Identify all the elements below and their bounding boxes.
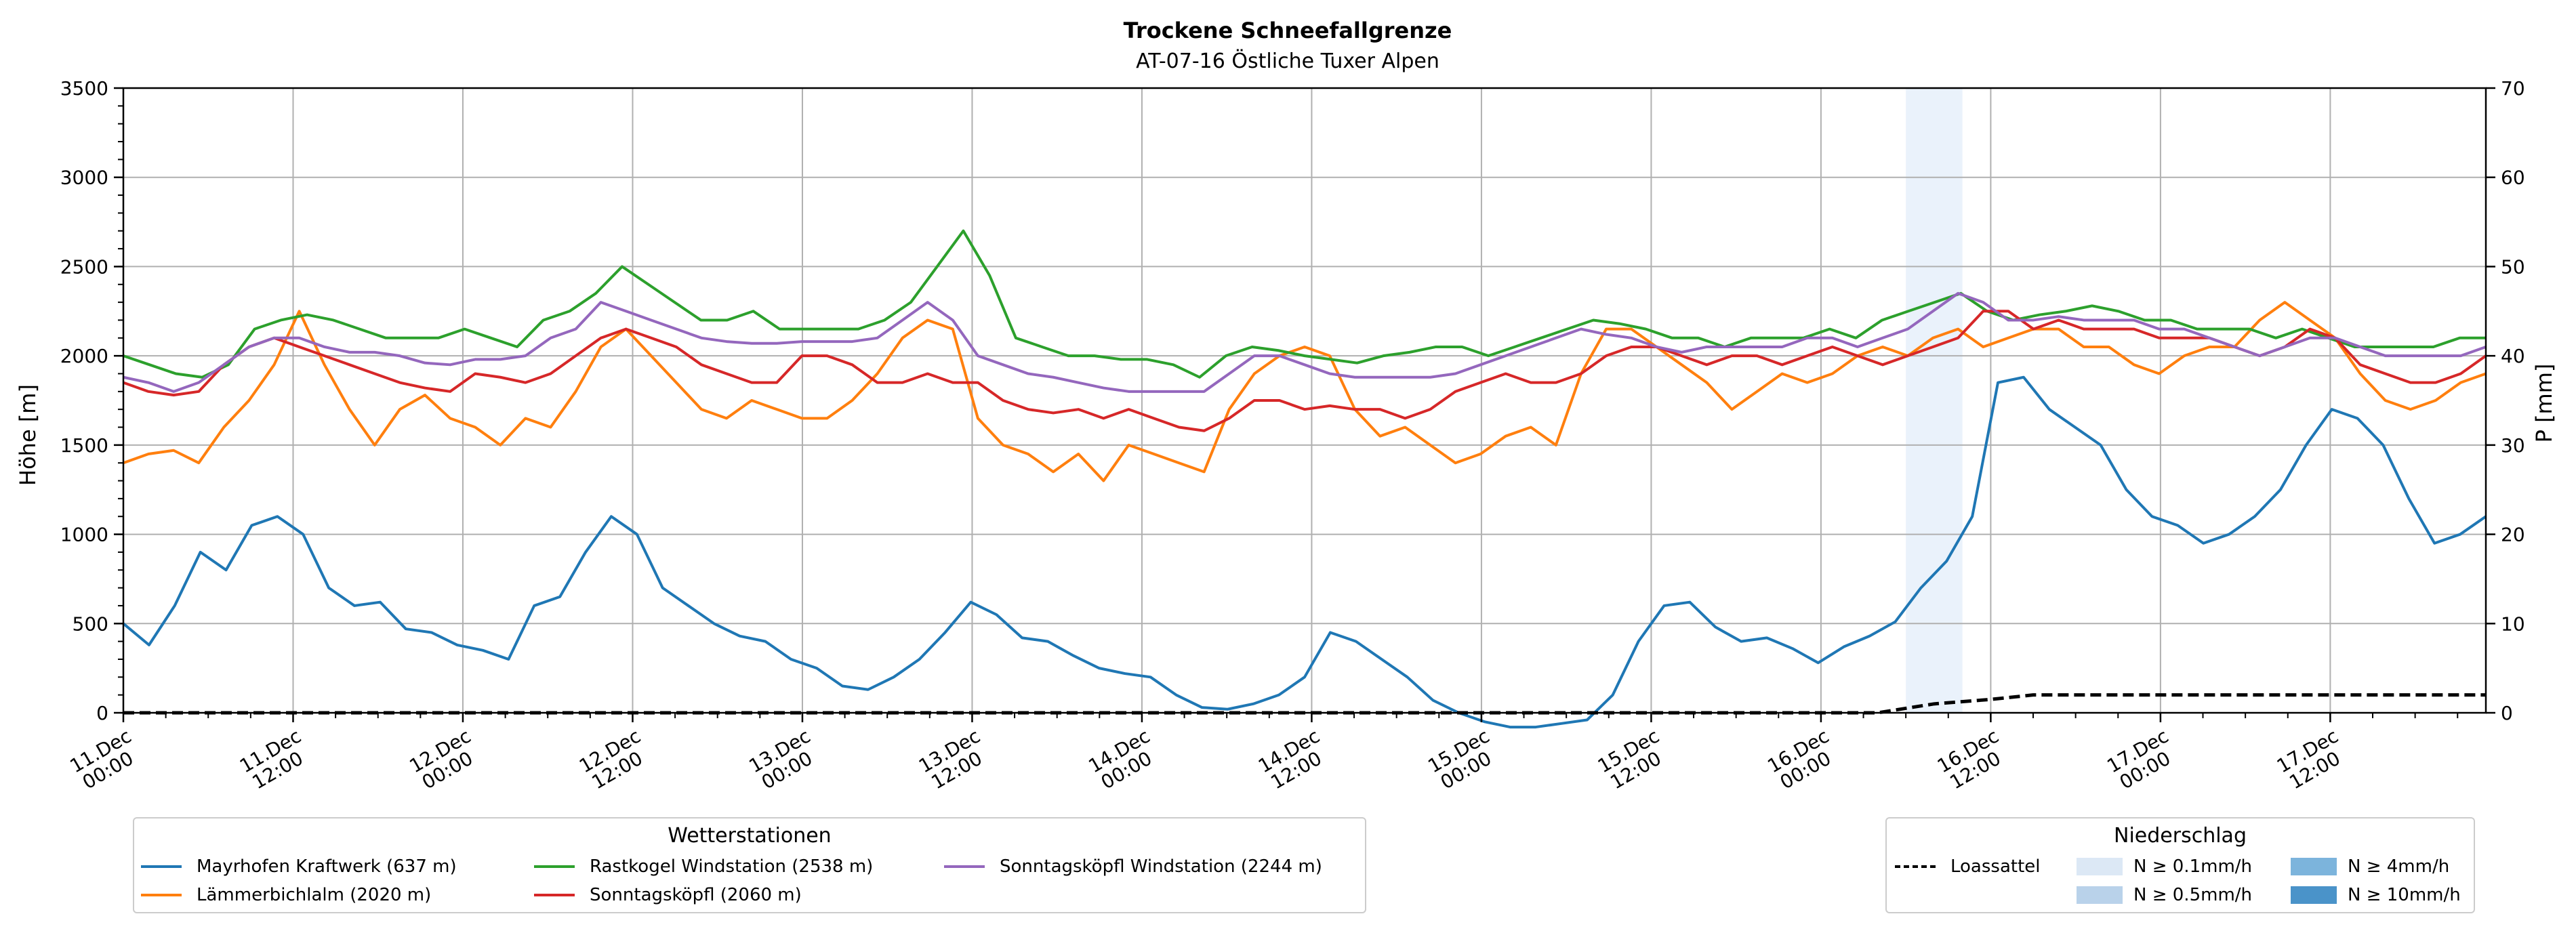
legend-line-loassattel	[1895, 865, 1936, 868]
legend-item-precip-05: N ≥ 0.5mm/h	[2077, 885, 2252, 905]
y-tick-label-7: 3500	[60, 77, 108, 100]
y-tick-label-0: 0	[96, 702, 108, 724]
legend-patch-precip-05	[2077, 886, 2123, 904]
legend-label-laemmerbichlalm: Lämmerbichlalm (2020 m)	[197, 885, 432, 905]
stations-legend: Wetterstationen Mayrhofen Kraftwerk (637…	[133, 817, 1366, 913]
y2-tick-label-5: 50	[2501, 255, 2525, 278]
x-tick-label-11: 16.Dec12:00	[1934, 724, 2013, 795]
y-axis-label: Höhe [m]	[15, 384, 41, 486]
y2-tick-label-2: 20	[2501, 524, 2525, 546]
series-line-1	[123, 301, 2487, 482]
y-tick-label-1: 500	[73, 613, 108, 635]
y-tick-label-2: 1000	[60, 524, 108, 546]
x-tick-label-0: 11.Dec00:00	[66, 724, 146, 795]
legend-label-rastkogel: Rastkogel Windstation (2538 m)	[590, 856, 874, 877]
legend-line-sonntagskoepfl-wind	[944, 865, 985, 868]
legend-label-loassattel: Loassattel	[1950, 856, 2041, 877]
chart-title: Trockene Schneefallgrenze	[1124, 18, 1452, 43]
precip-legend: Niederschlag Loassattel N ≥ 0.1mm/h N ≥ …	[1885, 817, 2475, 913]
legend-label-mayrhofen: Mayrhofen Kraftwerk (637 m)	[197, 856, 457, 877]
y2-tick-label-4: 40	[2501, 345, 2525, 367]
y-tick-label-3: 1500	[60, 434, 108, 457]
x-tick-label-10: 16.Dec00:00	[1763, 724, 1843, 795]
legend-label-precip-4: N ≥ 4mm/h	[2348, 856, 2450, 877]
legend-label-precip-10: N ≥ 10mm/h	[2348, 885, 2461, 905]
legend-line-rastkogel	[534, 865, 575, 868]
series-line-3	[123, 310, 2487, 432]
x-tick-label-2: 12.Dec00:00	[405, 724, 485, 795]
x-tick-label-7: 14.Dec12:00	[1254, 724, 1334, 795]
x-tick-label-9: 15.Dec12:00	[1594, 724, 1673, 795]
legend-item-precip-4: N ≥ 4mm/h	[2291, 856, 2449, 877]
x-tick-label-1: 11.Dec12:00	[236, 724, 315, 795]
series-line-0	[122, 375, 2487, 729]
y2-tick-label-0: 0	[2501, 702, 2513, 724]
chart-subtitle: AT-07-16 Östliche Tuxer Alpen	[1136, 49, 1439, 73]
legend-item-laemmerbichlalm: Lämmerbichlalm (2020 m)	[141, 885, 431, 905]
legend-item-mayrhofen: Mayrhofen Kraftwerk (637 m)	[141, 856, 457, 877]
x-tick-label-4: 13.Dec00:00	[745, 724, 824, 795]
legend-patch-precip-10	[2291, 886, 2337, 904]
series-line-2	[123, 229, 2486, 379]
legend-item-sonntagskoepfl: Sonntagsköpfl (2060 m)	[534, 885, 802, 905]
precip-legend-title: Niederschlag	[2114, 824, 2247, 848]
legend-item-sonntagskoepfl-wind: Sonntagsköpfl Windstation (2244 m)	[944, 856, 1322, 877]
legend-item-loassattel: Loassattel	[1895, 856, 2041, 877]
plot-frame	[122, 87, 2487, 714]
legend-label-sonntagskoepfl: Sonntagsköpfl (2060 m)	[590, 885, 802, 905]
legend-patch-precip-01	[2077, 858, 2123, 875]
y2-tick-label-7: 70	[2501, 77, 2525, 100]
y2-tick-label-1: 10	[2501, 613, 2525, 635]
y-tick-label-4: 2000	[60, 345, 108, 367]
legend-patch-precip-4	[2291, 858, 2337, 875]
x-tick-label-8: 15.Dec00:00	[1424, 724, 1503, 795]
legend-item-precip-01: N ≥ 0.1mm/h	[2077, 856, 2252, 877]
legend-item-rastkogel: Rastkogel Windstation (2538 m)	[534, 856, 873, 877]
legend-label-sonntagskoepfl-wind: Sonntagsköpfl Windstation (2244 m)	[1000, 856, 1322, 877]
plot-area: 0 500 1000 1500 2000 2500 3000 3500 0 10 20 30 40 50 6…	[60, 77, 2525, 795]
legend-line-mayrhofen	[141, 865, 182, 868]
stations-legend-title: Wetterstationen	[668, 824, 832, 848]
y2-tick-label-6: 60	[2501, 167, 2525, 189]
x-tick-label-12: 17.Dec00:00	[2103, 724, 2182, 795]
x-tick-label-13: 17.Dec12:00	[2273, 724, 2352, 795]
precip-line-loassattel	[123, 693, 2486, 715]
y-tick-label-6: 3000	[60, 167, 108, 189]
y-tick-label-5: 2500	[60, 255, 108, 278]
legend-item-precip-10: N ≥ 10mm/h	[2291, 885, 2461, 905]
y2-tick-label-3: 30	[2501, 434, 2525, 457]
legend-line-laemmerbichlalm	[141, 894, 182, 896]
x-tick-label-5: 13.Dec12:00	[915, 724, 994, 795]
legend-label-precip-01: N ≥ 0.1mm/h	[2133, 856, 2253, 877]
series-line-4	[123, 291, 2487, 393]
x-tick-label-6: 14.Dec00:00	[1084, 724, 1164, 795]
x-tick-label-3: 12.Dec12:00	[575, 724, 655, 795]
legend-label-precip-05: N ≥ 0.5mm/h	[2133, 885, 2253, 905]
y2-axis-label: P [mm]	[2531, 364, 2557, 443]
precip-band	[1906, 88, 1963, 713]
legend-line-sonntagskoepfl	[534, 894, 575, 896]
